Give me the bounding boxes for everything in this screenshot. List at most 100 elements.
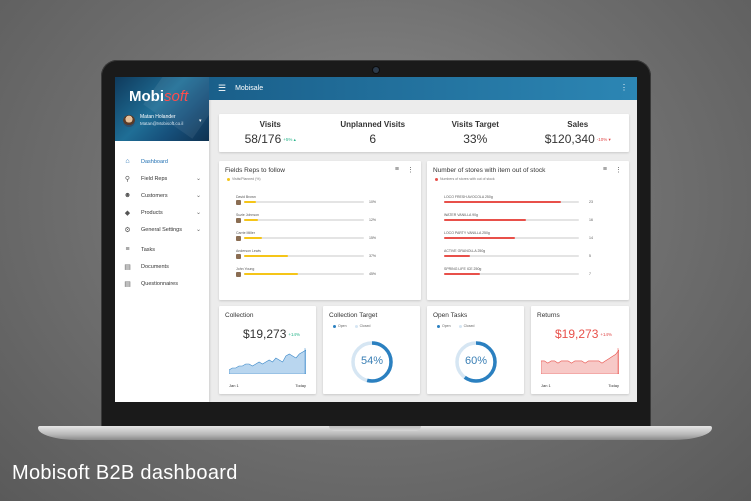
avatar [236,235,241,241]
bar-fill [444,237,516,239]
bar-label: SPRING LIFE ICE 250g [444,267,482,271]
kpi-value: 6 [369,132,377,146]
legend-open: Open [437,324,451,328]
sidebar-item-questionnaires[interactable]: ▤ Questionnaires [115,275,209,292]
sidebar-item-general-settings[interactable]: ⚙ General Settings ⌄ [115,221,209,238]
kpi-label: Unplanned Visits [340,120,406,129]
sidebar-item-label: Dashboard [141,158,168,165]
bar-fill [244,273,298,275]
chevron-down-icon: ⌄ [195,193,201,199]
open-tasks-card: Open Tasks Open Closed 60% [427,306,524,394]
bar-value: 14 [589,236,593,240]
legend-closed: Closed [458,324,474,328]
kpi-delta: -10% ▾ [596,136,611,142]
sidebar-item-documents[interactable]: ▤ Documents [115,258,209,275]
out-of-stock-card: Number of stores with item out of stock … [427,161,629,300]
sidebar-item-label: Field Reps [141,175,168,182]
chevron-down-icon: ⌄ [195,227,201,233]
field-reps-card: Fields Reps to follow Visits/Planned (%)… [219,161,421,300]
bar-track [444,219,579,221]
bar-value: 7 [589,272,591,276]
bar-fill [244,237,262,239]
bar-label: WATER VANILLA 90g [444,213,478,217]
more-options-icon[interactable]: ⋮ [407,167,414,174]
collection-value: $19,273 +14% [243,327,301,341]
chevron-down-icon[interactable]: ▾ [199,118,202,124]
bar-value: 23 [589,200,593,204]
bar-track [244,237,364,239]
caption: Mobisoft B2B dashboard [12,462,238,484]
tag-icon: ◆ [124,209,131,217]
chevron-down-icon: ⌄ [195,210,201,216]
bar-track [244,201,364,203]
kpi-label: Visits Target [451,120,499,129]
sidebar: Mobisoft Matan Holander Matan@Mobisoft.c… [115,77,209,402]
avatar [236,217,241,223]
sidebar-item-label: Documents [141,263,169,270]
avatar [236,271,241,277]
sidebar-item-field-reps[interactable]: ⚲ Field Reps ⌄ [115,170,209,187]
bar-value: 10% [369,200,377,204]
bar-label: ACTIVE GRANOLLA 250g [444,249,486,253]
bar-track [444,237,579,239]
menu-icon[interactable]: ☰ [218,83,227,93]
location-icon: ⚲ [124,175,131,183]
avatar [236,253,241,259]
bar-value: 12% [369,218,377,222]
sidebar-item-products[interactable]: ◆ Products ⌄ [115,204,209,221]
kpi-value: $120,340 -10% ▾ [544,132,611,146]
more-options-icon[interactable]: ⋮ [615,167,622,174]
filter-icon[interactable]: ≡ [394,166,399,173]
bar-track [444,255,579,257]
kpi-sales: Sales $120,340 -10% ▾ [527,114,630,152]
collection-target-title: Collection Target [329,312,378,319]
bar-value: 15% [369,236,377,240]
returns-area-chart [541,348,619,374]
chevron-down-icon: ⌄ [195,176,201,182]
bar-row: Anderson Lewis 37% [236,249,376,259]
people-icon: ☻ [123,192,132,199]
arrow-up-icon: ▴ [292,136,296,142]
sidebar-item-label: General Settings [141,226,182,233]
bar-row: ACTIVE GRANOLLA 250g 5 [444,249,591,258]
open-tasks-percent: 60% [464,355,488,367]
open-tasks-donut [455,341,497,383]
collection-start-label: Jan 1 [229,383,239,388]
bar-track [244,219,364,221]
bar-fill [444,201,562,203]
filter-icon[interactable]: ≡ [602,166,607,173]
logo: Mobisoft [129,88,189,105]
sidebar-item-customers[interactable]: ☻ Customers ⌄ [115,187,209,204]
sidebar-item-tasks[interactable]: ≡ Tasks [115,241,209,258]
kpi-value: 58/176 +5% ▴ [244,132,296,146]
bar-label: Carrie Miller [236,231,255,235]
sidebar-item-dashboard[interactable]: ⌂ Dashboard [115,153,209,170]
legend-open: Open [333,324,347,328]
sidebar-nav: ⌂ Dashboard ⚲ Field Reps ⌄ ☻ Customers ⌄ ◆ Produc… [115,153,209,292]
bar-row: SPRING LIFE ICE 250g 7 [444,267,591,276]
tasks-icon: ≡ [125,246,130,253]
bar-label: John Young [236,267,255,271]
bar-label: Anderson Lewis [236,249,261,253]
gear-icon: ⚙ [124,226,131,234]
laptop-base [38,426,712,440]
kpi-visits-target: Visits Target 33% [424,114,527,152]
bar-row: LOCO PARTY VANILLA 250g 14 [444,231,593,240]
bar-value: 5 [589,254,591,258]
avatar [236,199,241,205]
bar-fill [444,219,526,221]
sidebar-item-label: Tasks [141,246,156,253]
area-series [541,349,619,374]
top-bar: ☰ Mobisale ⋮ [209,77,637,100]
returns-value: $19,273 +14% [555,327,613,341]
bar-row: Carrie Miller 15% [236,231,376,241]
more-options-icon[interactable]: ⋮ [620,83,628,92]
sidebar-item-label: Customers [141,192,168,199]
document-icon: ▤ [124,263,131,271]
bar-fill [444,255,470,257]
avatar[interactable] [123,115,135,127]
collection-target-card: Collection Target Open Closed 54% [323,306,420,394]
bar-row: LOCO FRESH AVOCOLA 250g 23 [444,195,593,204]
laptop-frame: Mobisoft Matan Holander Matan@Mobisoft.c… [101,60,651,430]
bar-value: 37% [369,254,377,258]
